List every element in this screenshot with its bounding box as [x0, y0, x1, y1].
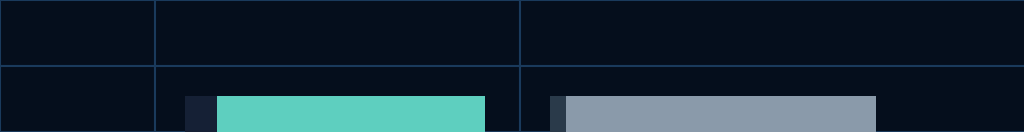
Bar: [520, 0, 1024, 66]
Bar: [155, 66, 520, 132]
Bar: [550, 96, 566, 132]
Bar: [155, 0, 520, 66]
Bar: [520, 66, 1024, 132]
Bar: [0, 66, 155, 132]
Bar: [217, 96, 485, 132]
Bar: [566, 96, 876, 132]
Bar: [0, 0, 155, 66]
Bar: [185, 96, 217, 132]
